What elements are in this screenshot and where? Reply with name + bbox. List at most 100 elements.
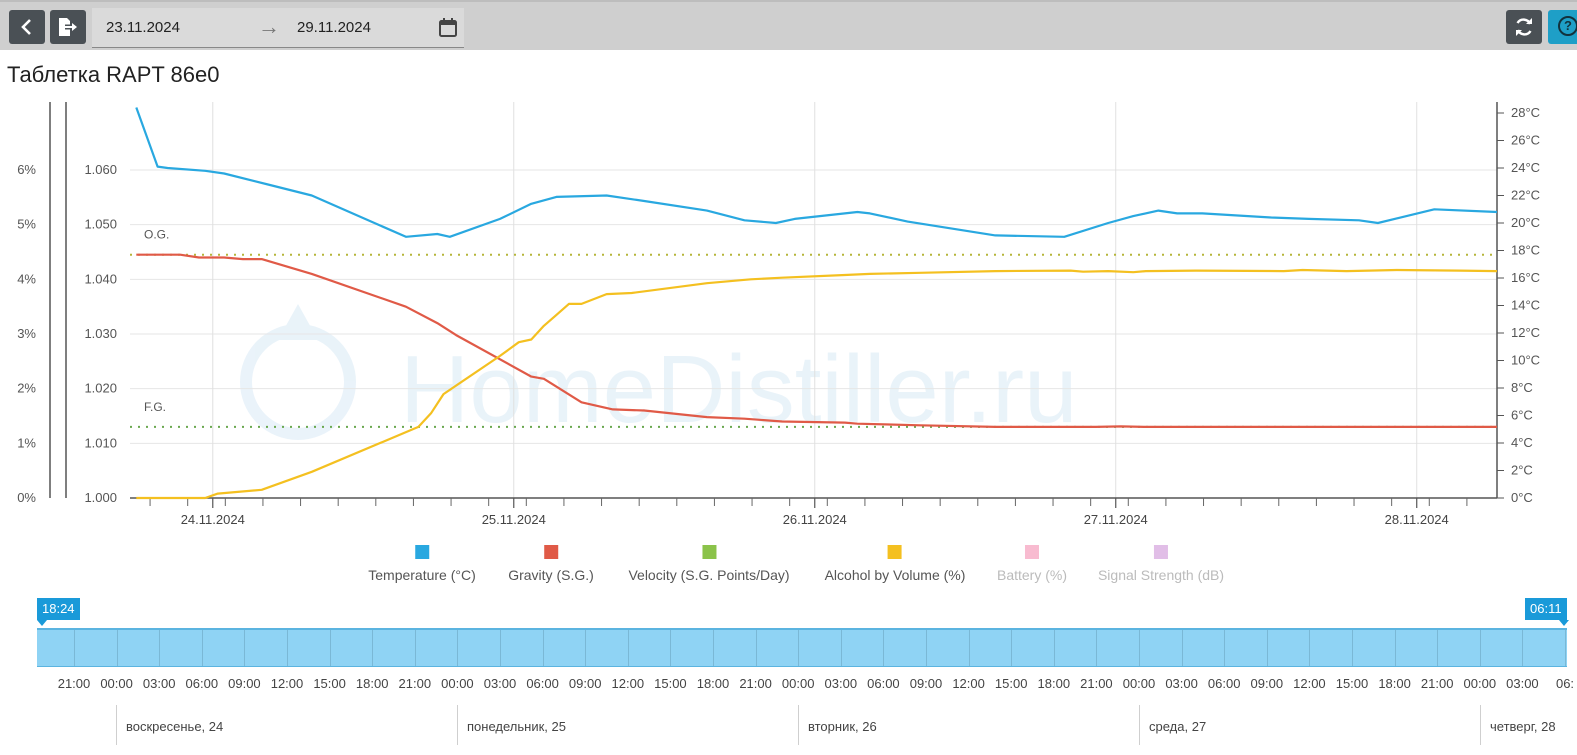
navigator-time-label: 18:00 <box>355 676 389 691</box>
navigator-tick <box>1139 630 1140 666</box>
gravity-tick-label: 1.020 <box>84 381 117 396</box>
reference-label: F.G. <box>144 400 166 414</box>
navigator-tick <box>1181 630 1183 666</box>
temperature-tick-label: 4°C <box>1511 435 1533 450</box>
legend-item[interactable]: Battery (%) <box>997 542 1067 583</box>
navigator-time-label: 18:00 <box>1037 676 1071 691</box>
help-icon: ? <box>1558 16 1577 36</box>
toolbar: 23.11.2024 → 29.11.2024 ? <box>0 0 1577 50</box>
gravity-tick-label: 1.060 <box>84 162 117 177</box>
navigator-day-label: понедельник, 25 <box>467 719 566 734</box>
navigator-tick <box>159 630 161 666</box>
navigator-time-label: 12:00 <box>611 676 645 691</box>
abv-tick-label: 6% <box>17 162 36 177</box>
fermentation-chart: HomeDistiller.ru 24.11.2024 25.11.2024 26.… <box>17 102 1540 527</box>
navigator-range[interactable] <box>37 628 1567 667</box>
navigator-time-label: 15:00 <box>994 676 1028 691</box>
navigator-tick <box>1266 630 1268 666</box>
navigator-tick <box>1522 630 1524 666</box>
abv-tick-label: 2% <box>17 381 36 396</box>
navigator-time-label: 06:00 <box>867 676 900 691</box>
navigator-time-label: 09:00 <box>1250 676 1284 691</box>
legend-item[interactable]: Temperature (°C) <box>368 542 476 583</box>
legend-swatch <box>1153 545 1168 559</box>
navigator-time-label: 03:00 <box>483 676 517 691</box>
export-button[interactable] <box>50 10 86 44</box>
legend-label: Velocity (S.G. Points/Day) <box>628 567 790 583</box>
x-tick-label: 26.11.2024 <box>783 512 847 527</box>
navigator-tick <box>968 630 970 666</box>
navigator-time-label: 09:00 <box>228 676 261 691</box>
refresh-button[interactable] <box>1506 10 1542 44</box>
navigator-time-label: 12:00 <box>952 676 985 691</box>
chart-series <box>135 107 1498 500</box>
x-tick-label: 25.11.2024 <box>482 512 546 527</box>
navigator-time-label: 03:00 <box>824 676 858 691</box>
legend-item[interactable]: Gravity (S.G.) <box>508 542 594 583</box>
temperature-tick-label: 14°C <box>1511 298 1540 313</box>
navigator-start-pin <box>37 620 47 626</box>
x-tick-label: 28.11.2024 <box>1385 512 1449 527</box>
calendar-icon[interactable] <box>439 18 457 37</box>
temperature-tick-label: 6°C <box>1511 408 1533 423</box>
date-range-picker[interactable]: 23.11.2024 → 29.11.2024 <box>92 8 464 48</box>
chevron-left-icon <box>21 19 31 35</box>
navigator-tick <box>926 630 927 666</box>
temperature-tick-label: 10°C <box>1511 353 1540 368</box>
navigator-time-label: 00:00 <box>1463 676 1497 691</box>
temperature-tick-label: 18°C <box>1511 243 1540 258</box>
navigator-time-label: 09:00 <box>909 676 943 691</box>
date-to[interactable]: 29.11.2024 <box>297 19 371 36</box>
legend-swatch <box>888 545 902 559</box>
navigator-time-label: 18:00 <box>1378 676 1411 691</box>
help-button[interactable]: ? <box>1548 10 1577 44</box>
navigator-time-label: 21:00 <box>57 676 91 691</box>
legend-item[interactable]: Signal Strength (dB) <box>1098 542 1224 583</box>
legend-item[interactable]: Alcohol by Volume (%) <box>824 542 966 583</box>
navigator-time-label: 09:00 <box>568 676 602 691</box>
legend-swatch <box>414 545 429 559</box>
navigator-time-label: 03:00 <box>1506 676 1539 691</box>
navigator-tick <box>329 630 331 666</box>
navigator-tick <box>1309 630 1311 666</box>
navigator-time-axis: 21:00 00:00 03:00 06:00 09:00 12:00 15:00 18:00… <box>0 676 1577 696</box>
date-from[interactable]: 23.11.2024 <box>106 19 180 36</box>
temperature-tick-label: 16°C <box>1511 270 1540 285</box>
day-separator <box>1480 705 1481 745</box>
day-separator <box>798 705 799 745</box>
navigator-tick <box>713 630 714 666</box>
navigator-tick <box>542 630 544 666</box>
navigator-day-axis: воскресенье, 24 понедельник, 25 вторник, 2… <box>0 705 1577 750</box>
navigator-time-label: 21:00 <box>739 676 772 691</box>
navigator-time-label: 12:00 <box>1293 676 1326 691</box>
navigator-start-handle[interactable]: 18:24 <box>37 598 80 620</box>
back-button[interactable] <box>9 10 45 44</box>
temperature-tick-label: 8°C <box>1511 380 1533 395</box>
legend-label: Alcohol by Volume (%) <box>824 567 966 583</box>
legend-label: Temperature (°C) <box>368 567 476 583</box>
navigator-tick <box>1224 630 1226 666</box>
reference-lines: O.G. F.G. <box>130 228 1497 428</box>
navigator-tick <box>414 630 416 666</box>
navigator-end-handle[interactable]: 06:11 <box>1525 598 1567 620</box>
abv-tick-label: 3% <box>17 326 36 341</box>
page-title: Таблетка RAPT 86e0 <box>7 62 220 87</box>
legend-item[interactable]: Velocity (S.G. Points/Day) <box>628 542 790 583</box>
navigator-tick <box>287 630 288 666</box>
day-separator <box>116 705 117 745</box>
gravity-tick-label: 1.030 <box>84 326 117 341</box>
reference-label: O.G. <box>144 228 169 242</box>
navigator-tick <box>244 630 246 666</box>
temperature-tick-label: 22°C <box>1511 188 1540 203</box>
navigator-time-label: 15:00 <box>1335 676 1369 691</box>
navigator-day-label: воскресенье, 24 <box>126 719 224 734</box>
navigator-time-label: 00:00 <box>441 676 474 691</box>
navigator-tick <box>1437 630 1439 666</box>
legend-swatch <box>544 545 558 559</box>
navigator-time-label: 12:00 <box>270 676 304 691</box>
navigator-tick <box>201 630 203 666</box>
temperature-tick-label: 20°C <box>1511 215 1540 230</box>
navigator-time-label: 03:00 <box>1165 676 1198 691</box>
gravity-tick-label: 1.000 <box>84 490 117 505</box>
navigator-time-label: 06:00 <box>526 676 559 691</box>
